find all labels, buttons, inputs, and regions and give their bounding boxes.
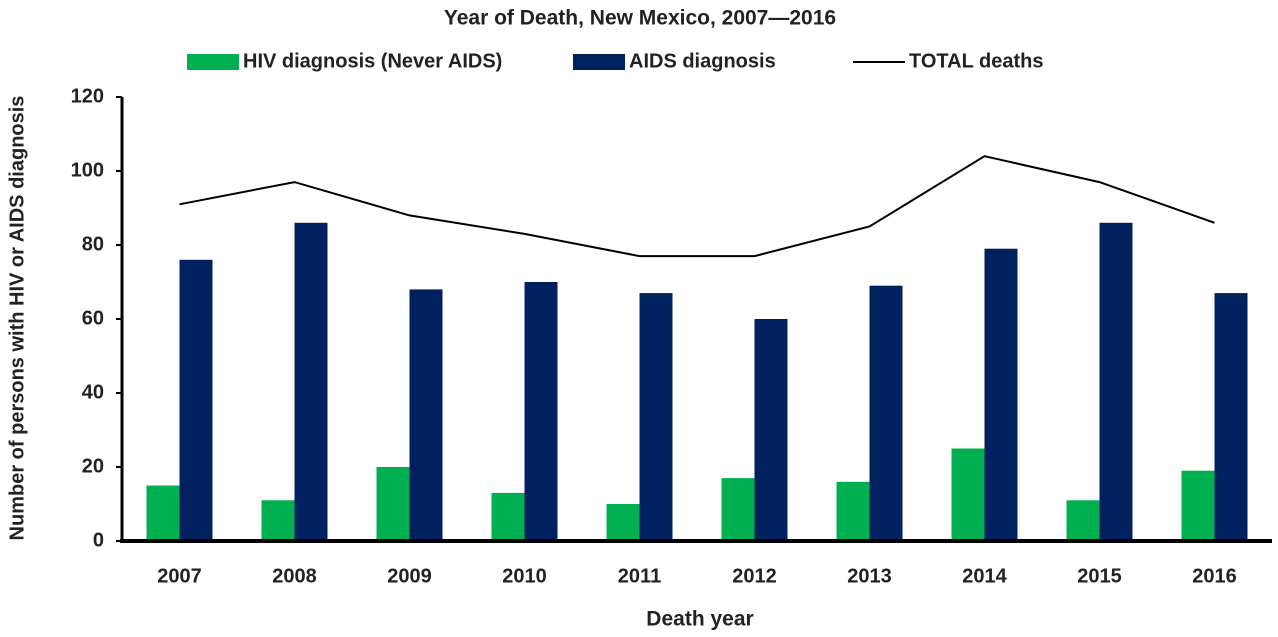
legend-swatch <box>187 54 239 70</box>
line <box>179 155 1215 258</box>
bar <box>1066 500 1100 541</box>
y-tick-label: 40 <box>82 381 104 403</box>
y-axis-label: Number of persons with HIV or AIDS diagn… <box>6 96 28 541</box>
bar <box>294 222 328 542</box>
y-tick-label: 0 <box>93 529 104 551</box>
bar <box>491 492 525 541</box>
chart-title: Year of Death, New Mexico, 2007—2016 <box>444 7 836 30</box>
y-tick-label: 20 <box>82 455 104 477</box>
y-tick-label: 60 <box>82 307 104 329</box>
x-tick-label: 2009 <box>387 565 432 587</box>
bar <box>524 282 558 541</box>
bar <box>951 448 985 541</box>
x-tick-label: 2014 <box>962 565 1007 587</box>
bar <box>984 248 1018 541</box>
x-axis-label: Death year <box>646 608 753 631</box>
bar <box>606 504 640 541</box>
x-tick-label: 2010 <box>502 565 547 587</box>
x-tick-label: 2013 <box>847 565 892 587</box>
bar <box>1181 470 1215 541</box>
bar <box>754 319 788 541</box>
x-tick-label: 2012 <box>732 565 777 587</box>
bar <box>1099 222 1133 542</box>
bar <box>721 478 755 541</box>
legend-label: HIV diagnosis (Never AIDS) <box>243 50 502 72</box>
bar <box>869 285 903 541</box>
y-tick-label: 80 <box>82 233 104 255</box>
y-tick-label: 100 <box>71 159 104 181</box>
legend-label: TOTAL deaths <box>909 50 1043 72</box>
x-tick-label: 2016 <box>1192 565 1237 587</box>
bar <box>376 467 410 541</box>
legend-label: AIDS diagnosis <box>629 50 776 72</box>
bar <box>261 500 295 541</box>
x-tick-label: 2011 <box>618 565 661 587</box>
x-tick-label: 2007 <box>157 565 202 587</box>
x-tick-label: 2008 <box>272 565 317 587</box>
legend-swatch <box>573 54 625 70</box>
bar <box>409 289 443 541</box>
y-tick-label: 120 <box>71 85 104 107</box>
bar <box>146 485 180 541</box>
bar <box>1214 293 1248 541</box>
x-tick-label: 2015 <box>1077 565 1122 587</box>
bar <box>836 481 870 541</box>
bar <box>179 259 213 541</box>
bar <box>639 293 673 541</box>
